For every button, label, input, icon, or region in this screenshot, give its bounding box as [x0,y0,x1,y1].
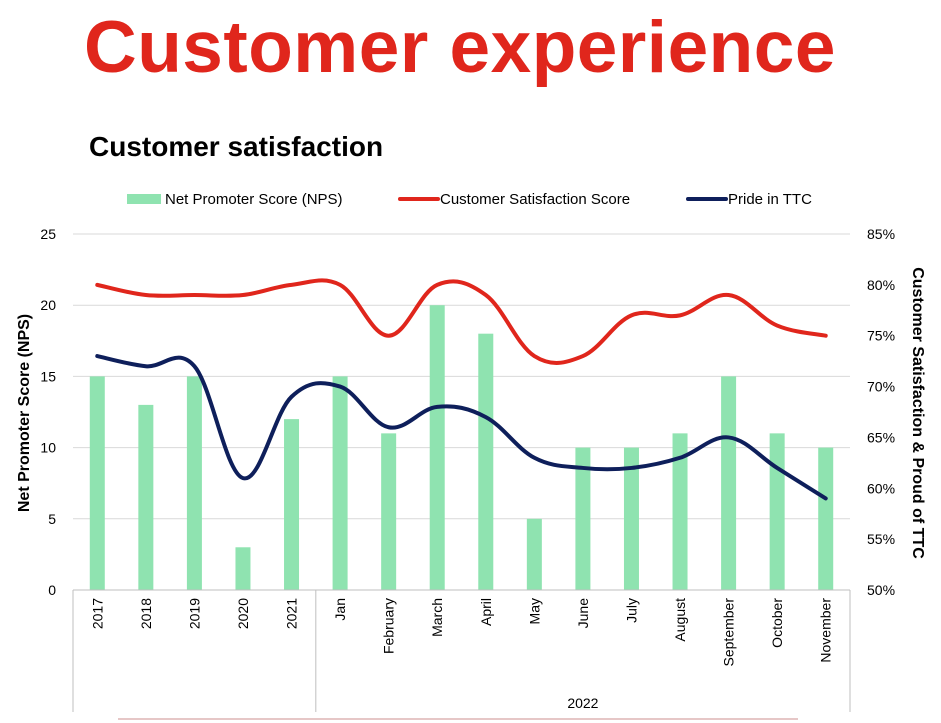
legend-label: Pride in TTC [728,191,812,208]
chart-subtitle: Customer satisfaction [89,131,384,162]
category-label: November [818,598,834,663]
nps-bar [478,333,494,590]
left-tick-label: 10 [40,440,56,456]
nps-bar [235,547,251,590]
nps-bar [672,433,688,590]
category-label: 2019 [186,598,202,629]
category-label: 2021 [284,598,300,629]
series-lines [95,278,828,501]
right-axis-title: Customer Satisfaction & Proud of TTC [909,267,926,559]
category-label: 2017 [89,598,105,629]
left-axis-title: Net Promoter Score (NPS) [16,314,33,512]
category-label: August [672,598,688,642]
nps-bar [623,447,639,590]
nps-bar [526,518,542,590]
pride-line [95,354,828,501]
nps-bar [381,433,397,590]
right-tick-label: 65% [867,429,895,445]
category-label: July [623,598,639,623]
nps-bar [332,376,348,590]
category-label: Jan [332,598,348,621]
right-tick-label: 55% [867,531,895,547]
category-label: June [575,598,591,629]
page-title: Customer experience [84,7,836,88]
right-tick-label: 70% [867,379,895,395]
legend-swatch-nps [127,194,161,204]
category-label: 2018 [138,598,154,629]
right-tick-label: 60% [867,480,895,496]
left-tick-label: 5 [48,511,56,527]
left-tick-label: 25 [40,226,56,242]
category-label: May [526,598,542,624]
nps-bar [721,376,737,590]
legend-label: Customer Satisfaction Score [440,191,630,208]
category-label: 2020 [235,598,251,629]
slide-footer-divider [118,718,798,720]
category-label: March [429,598,445,637]
category-label: October [769,598,785,648]
nps-bar [138,404,154,590]
left-tick-label: 20 [40,297,56,313]
nps-bar [769,433,785,590]
group-label: 2022 [567,695,598,711]
nps-bars [89,305,834,590]
left-axis-ticks: 0 5 10 15 20 25 [40,226,56,598]
legend-label: Net Promoter Score (NPS) [165,191,343,208]
csat-line [95,278,828,365]
category-label: February [381,598,397,654]
right-tick-label: 50% [867,582,895,598]
nps-bar [429,305,445,590]
right-tick-label: 75% [867,328,895,344]
category-label: April [478,598,494,626]
nps-bar [818,447,834,590]
left-tick-label: 0 [48,582,56,598]
right-tick-label: 85% [867,226,895,242]
legend: Net Promoter Score (NPS) Customer Satisfa… [127,191,812,208]
right-tick-label: 80% [867,277,895,293]
nps-bar [186,376,202,590]
category-axis: 2017 2018 2019 2020 2021 Jan February March Apri… [72,589,851,712]
left-tick-label: 15 [40,368,56,384]
nps-bar [575,447,591,590]
nps-bar [89,376,105,590]
right-axis-ticks: 50% 55% 60% 65% 70% 75% 80% 85% [867,226,895,598]
nps-bar [284,419,300,590]
category-label: September [721,598,737,667]
